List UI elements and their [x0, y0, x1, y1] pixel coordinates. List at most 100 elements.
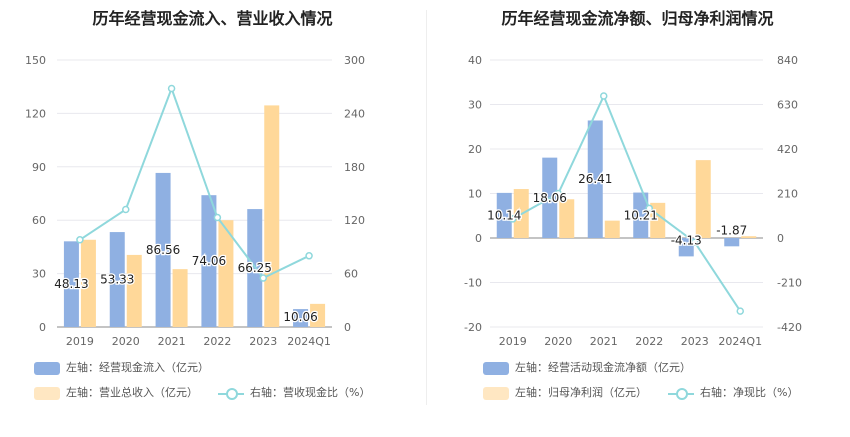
bar-series-1: [678, 238, 694, 257]
data-label: -4.13: [671, 233, 702, 247]
y-tick-label-right: 300: [344, 54, 365, 67]
y-tick-label-right: 420: [777, 143, 798, 156]
bar-series-1: [109, 232, 125, 327]
x-tick-label: 2021: [158, 335, 186, 348]
x-tick-label: 2020: [544, 335, 572, 348]
line-point: [600, 92, 608, 100]
bar-series-2: [264, 105, 280, 327]
legend-swatch: [34, 361, 60, 375]
y-tick-label-left: 60: [32, 214, 46, 227]
bar-series-2: [559, 199, 575, 238]
y-tick-label-right: 0: [777, 232, 784, 245]
y-tick-label-right: 240: [344, 107, 365, 120]
bar-series-1: [201, 195, 217, 327]
legend-item[interactable]: 左轴：营业总收入（亿元）: [34, 384, 198, 400]
line-point: [167, 84, 176, 93]
y-tick-label-right: 60: [344, 268, 358, 281]
line-point: [691, 238, 699, 246]
data-label: 10.21: [624, 208, 658, 222]
bar-series-1: [293, 309, 309, 327]
y-tick-label-right: 840: [777, 54, 798, 67]
bar-series-1: [724, 238, 740, 247]
legend-item[interactable]: 右轴：净现比（%）: [668, 384, 798, 400]
x-tick-label: 2023: [249, 335, 277, 348]
legend-swatch: [483, 386, 509, 400]
legend-swatch: [483, 361, 509, 375]
line-point: [736, 307, 744, 315]
y-tick-label-left: 10: [468, 188, 482, 201]
y-tick-label-left: 90: [32, 161, 46, 174]
legend-swatch: [34, 386, 60, 400]
x-tick-label: 2020: [112, 335, 140, 348]
x-tick-label: 2024Q1: [718, 335, 762, 348]
line-point: [76, 236, 84, 244]
y-tick-label-right: 0: [344, 321, 351, 334]
x-tick-label: 2023: [681, 335, 709, 348]
y-tick-label-left: -10: [464, 277, 482, 290]
bar-series-2: [126, 254, 142, 327]
x-tick-label: 2022: [635, 335, 663, 348]
line-series: [512, 93, 742, 312]
y-tick-label-right: -420: [777, 321, 802, 334]
chart-title: 历年经营现金流净额、归母净利润情况: [501, 9, 774, 28]
bar-series-1: [633, 192, 649, 238]
line-point: [509, 215, 517, 223]
legend-item[interactable]: 左轴：经营现金流入（亿元）: [34, 359, 209, 375]
legend-label: 右轴：净现比（%）: [700, 386, 799, 399]
data-label: 10.14: [487, 208, 521, 222]
y-tick-label-left: 0: [475, 232, 482, 245]
y-tick-label-left: 120: [25, 107, 46, 120]
y-tick-label-left: -20: [464, 321, 482, 334]
chart-title: 历年经营现金流入、营业收入情况: [92, 9, 333, 28]
bar-series-2: [604, 220, 620, 238]
bar-series-1: [496, 192, 512, 238]
x-tick-label: 2021: [590, 335, 618, 348]
x-tick-label: 2024Q1: [287, 335, 331, 348]
y-tick-label-left: 150: [25, 54, 46, 67]
bar-series-2: [310, 303, 326, 327]
bar-series-1: [587, 120, 603, 238]
data-label: 26.41: [578, 172, 612, 186]
legend-swatch: [668, 387, 694, 400]
bar-series-1: [63, 241, 79, 327]
chart-panel-net-cash-flow: 历年经营现金流净额、归母净利润情况 -20 -10 0 10 20 30 40 -420 -21…: [425, 0, 850, 437]
line-point: [122, 205, 130, 214]
data-label: 48.13: [54, 277, 88, 291]
x-tick-label: 2019: [66, 335, 94, 348]
y-tick-label-left: 30: [468, 99, 482, 112]
legend-swatch: [218, 387, 244, 400]
y-tick-label-left: 40: [468, 54, 482, 67]
x-tick-label: 2019: [499, 335, 527, 348]
legend-item[interactable]: 左轴：经营活动现金流净额（亿元）: [483, 359, 691, 375]
chart-plot-cash-inflow: 0 30 60 90 120 150 0 60 120 180 240 300 2019 2020 2021…: [25, 54, 365, 348]
y-tick-label-left: 20: [468, 143, 482, 156]
legend-item[interactable]: 左轴：归母净利润（亿元）: [483, 384, 647, 400]
chart-panel-cash-inflow: 历年经营现金流入、营业收入情况 0 30 60 90 120 150 0 60 120 180 24…: [25, 9, 370, 400]
line-point: [213, 213, 222, 222]
bar-series-2: [695, 160, 711, 238]
legend-label: 右轴：营收现金比（%）: [250, 386, 371, 399]
legend-label: 左轴：归母净利润（亿元）: [515, 386, 647, 399]
line-point: [305, 252, 313, 260]
y-tick-label-left: 0: [39, 321, 46, 334]
data-label: 18.06: [533, 191, 567, 205]
y-tick-label-right: 120: [344, 214, 365, 227]
line-series: [79, 85, 310, 280]
line-point: [259, 274, 267, 282]
data-label: -1.87: [716, 223, 747, 237]
panel-divider: [426, 10, 427, 405]
line-point: [645, 204, 653, 213]
data-label: 74.06: [192, 254, 226, 268]
y-tick-label-right: -210: [777, 277, 802, 290]
y-tick-label-left: 30: [32, 268, 46, 281]
bar-series-1: [155, 172, 171, 327]
legend-label: 左轴：经营现金流入（亿元）: [66, 361, 209, 374]
data-label: 53.33: [100, 273, 134, 287]
legend-item[interactable]: 右轴：营收现金比（%）: [218, 384, 370, 400]
legend-label: 左轴：营业总收入（亿元）: [66, 386, 198, 399]
legend-label: 左轴：经营活动现金流净额（亿元）: [515, 361, 691, 374]
line-point: [554, 189, 562, 198]
data-label: 10.06: [283, 310, 317, 324]
chart-plot-net-cash-flow: -20 -10 0 10 20 30 40 -420 -210 0 210 420 630 840 2019…: [464, 54, 802, 348]
x-tick-label: 2022: [203, 335, 231, 348]
